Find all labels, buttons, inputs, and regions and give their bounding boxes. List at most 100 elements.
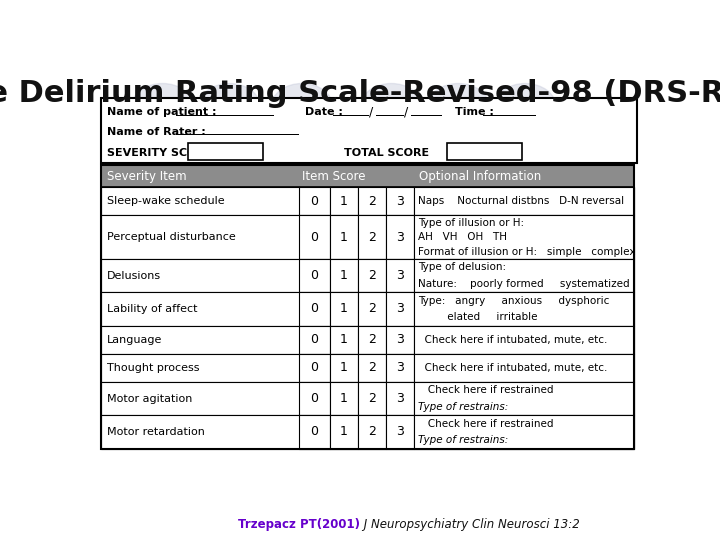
- Text: Format of illusion or H:   simple   complex: Format of illusion or H: simple complex: [418, 247, 636, 256]
- FancyBboxPatch shape: [300, 292, 330, 326]
- Text: Sleep-wake schedule: Sleep-wake schedule: [107, 196, 225, 206]
- Circle shape: [495, 84, 556, 129]
- FancyBboxPatch shape: [414, 382, 634, 415]
- Text: /: /: [369, 106, 373, 119]
- Circle shape: [132, 84, 193, 129]
- FancyBboxPatch shape: [300, 187, 330, 215]
- FancyBboxPatch shape: [330, 326, 358, 354]
- Text: TOTAL SCORE: TOTAL SCORE: [344, 148, 429, 159]
- Text: Type of delusion:: Type of delusion:: [418, 262, 506, 272]
- Circle shape: [271, 84, 333, 129]
- FancyBboxPatch shape: [188, 144, 263, 160]
- Text: Optional Information: Optional Information: [419, 170, 541, 183]
- Text: 1: 1: [340, 333, 348, 346]
- Circle shape: [361, 84, 422, 129]
- Text: Name of patient :: Name of patient :: [107, 107, 216, 117]
- FancyBboxPatch shape: [414, 292, 634, 326]
- Text: Delusions: Delusions: [107, 271, 161, 281]
- Text: 3: 3: [396, 302, 404, 315]
- FancyBboxPatch shape: [101, 354, 634, 382]
- Text: Item Score: Item Score: [302, 170, 366, 183]
- FancyBboxPatch shape: [176, 115, 274, 116]
- Text: Perceptual disturbance: Perceptual disturbance: [107, 232, 235, 242]
- Circle shape: [199, 84, 260, 129]
- Text: Nature:    poorly formed     systematized: Nature: poorly formed systematized: [418, 279, 630, 289]
- FancyBboxPatch shape: [358, 326, 386, 354]
- Text: Motor agitation: Motor agitation: [107, 394, 192, 404]
- Text: 1: 1: [340, 231, 348, 244]
- FancyBboxPatch shape: [386, 187, 414, 215]
- Text: Check here if intubated, mute, etc.: Check here if intubated, mute, etc.: [418, 363, 608, 373]
- Text: 0: 0: [310, 361, 318, 374]
- FancyBboxPatch shape: [414, 215, 634, 259]
- Text: 2: 2: [368, 426, 376, 438]
- Text: Date :: Date :: [305, 107, 343, 117]
- Text: The Delirium Rating Scale-Revised-98 (DRS-R-98): The Delirium Rating Scale-Revised-98 (DR…: [0, 79, 720, 109]
- FancyBboxPatch shape: [414, 187, 634, 215]
- FancyBboxPatch shape: [414, 415, 634, 449]
- FancyBboxPatch shape: [358, 215, 386, 259]
- Text: 0: 0: [310, 195, 318, 208]
- Text: Type of restrains:: Type of restrains:: [418, 402, 508, 412]
- FancyBboxPatch shape: [300, 354, 330, 382]
- FancyBboxPatch shape: [386, 259, 414, 292]
- Text: 1: 1: [340, 392, 348, 405]
- Text: Check here if restrained: Check here if restrained: [418, 386, 554, 395]
- FancyBboxPatch shape: [358, 292, 386, 326]
- Text: elated     irritable: elated irritable: [418, 312, 538, 322]
- Text: 3: 3: [396, 361, 404, 374]
- Text: 3: 3: [396, 269, 404, 282]
- FancyBboxPatch shape: [101, 326, 634, 354]
- Text: Trzepacz PT(2001): Trzepacz PT(2001): [238, 518, 360, 531]
- FancyBboxPatch shape: [386, 215, 414, 259]
- Text: 1: 1: [340, 302, 348, 315]
- FancyBboxPatch shape: [411, 115, 442, 116]
- FancyBboxPatch shape: [300, 415, 330, 449]
- Text: 3: 3: [396, 231, 404, 244]
- Text: 0: 0: [310, 392, 318, 405]
- FancyBboxPatch shape: [414, 259, 634, 292]
- FancyBboxPatch shape: [483, 115, 536, 116]
- Text: 0: 0: [310, 231, 318, 244]
- Text: 1: 1: [340, 426, 348, 438]
- Text: Thought process: Thought process: [107, 363, 199, 373]
- FancyBboxPatch shape: [358, 415, 386, 449]
- Text: Naps    Nocturnal distbns   D-N reversal: Naps Nocturnal distbns D-N reversal: [418, 196, 624, 206]
- FancyBboxPatch shape: [447, 144, 523, 160]
- Text: 0: 0: [310, 426, 318, 438]
- FancyBboxPatch shape: [358, 187, 386, 215]
- FancyBboxPatch shape: [330, 259, 358, 292]
- FancyBboxPatch shape: [414, 354, 634, 382]
- FancyBboxPatch shape: [101, 259, 634, 292]
- Text: Check here if intubated, mute, etc.: Check here if intubated, mute, etc.: [418, 335, 608, 345]
- FancyBboxPatch shape: [330, 415, 358, 449]
- FancyBboxPatch shape: [300, 326, 330, 354]
- Circle shape: [428, 84, 489, 129]
- Text: Type of restrains:: Type of restrains:: [418, 435, 508, 445]
- Text: 3: 3: [396, 333, 404, 346]
- Text: J Neuropsychiatry Clin Neurosci 13:2: J Neuropsychiatry Clin Neurosci 13:2: [360, 518, 580, 531]
- FancyBboxPatch shape: [386, 326, 414, 354]
- Text: 3: 3: [396, 195, 404, 208]
- Text: Type of illusion or H:: Type of illusion or H:: [418, 218, 524, 227]
- FancyBboxPatch shape: [176, 134, 300, 136]
- Text: 0: 0: [310, 269, 318, 282]
- Text: Check here if restrained: Check here if restrained: [418, 418, 554, 429]
- Text: SEVERITY SCORE: SEVERITY SCORE: [107, 148, 212, 159]
- Text: Time :: Time :: [456, 107, 495, 117]
- Text: Motor retardation: Motor retardation: [107, 427, 204, 437]
- FancyBboxPatch shape: [386, 354, 414, 382]
- FancyBboxPatch shape: [101, 165, 634, 187]
- Text: 2: 2: [368, 269, 376, 282]
- Text: 3: 3: [396, 392, 404, 405]
- Text: 2: 2: [368, 195, 376, 208]
- Text: 1: 1: [340, 361, 348, 374]
- FancyBboxPatch shape: [101, 215, 634, 259]
- FancyBboxPatch shape: [330, 382, 358, 415]
- Text: 1: 1: [340, 269, 348, 282]
- FancyBboxPatch shape: [101, 415, 634, 449]
- FancyBboxPatch shape: [101, 382, 634, 415]
- FancyBboxPatch shape: [358, 354, 386, 382]
- FancyBboxPatch shape: [377, 115, 404, 116]
- FancyBboxPatch shape: [330, 354, 358, 382]
